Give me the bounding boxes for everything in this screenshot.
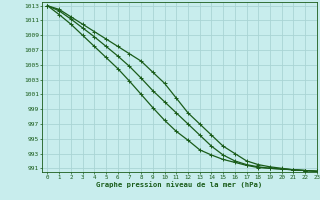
X-axis label: Graphe pression niveau de la mer (hPa): Graphe pression niveau de la mer (hPa) <box>96 181 262 188</box>
